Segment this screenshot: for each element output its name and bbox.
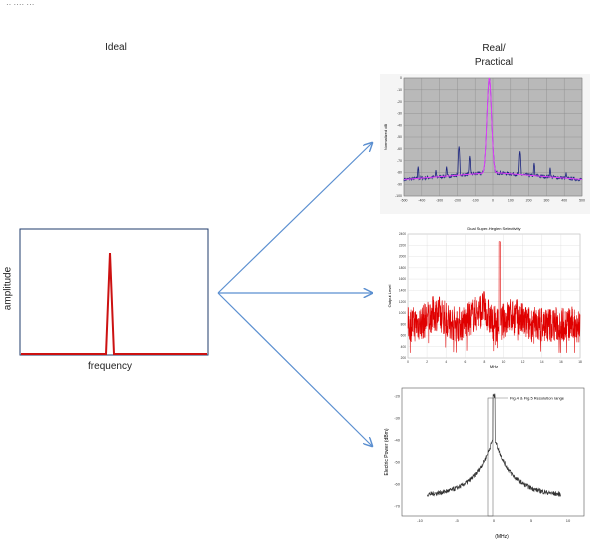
chart3-ytick-label: -20 [394,393,401,398]
chart3-ytick-label: -30 [394,415,401,420]
chart1-ytick-label: -10 [397,88,402,92]
chart1-svg: 0 -10 -20 -30 -40 -50 -60 -70 -80 -90 -100 -500 -40… [380,74,590,214]
chart2-xtick-label: 10 [502,360,506,364]
chart1-xtick-label: 400 [561,199,567,203]
chart3-resolution-box [487,397,494,517]
chart3-ytick-label: -50 [394,459,401,464]
chart2-trace [407,241,581,353]
chart3-ytick-label: -60 [394,481,401,486]
chart3-xtick-label: 10 [566,518,571,523]
chart2-xtick-label: 6 [464,360,466,364]
chart2: 2400 2200 2000 1800 1600 1400 1200 1000 800 600 40… [382,222,588,372]
chart1-xtick-label: 200 [526,199,532,203]
chart2-ytick-label: 800 [401,322,407,326]
ideal-header: Ideal [105,42,127,53]
ideal-plot-svg [19,228,209,356]
chart1-xtick-label: 100 [508,199,514,203]
chart1-xtick-label: -500 [400,199,407,203]
chart1-ytick-label: -70 [397,159,402,163]
chart2-xtick-label: 8 [484,360,486,364]
chart1-ytick-label: -40 [397,123,402,127]
arrow-to-chart3 [217,292,372,446]
chart2-ytick-label: 600 [401,334,407,338]
chart1-ytick-label: -80 [397,171,402,175]
chart1-ytick-label: 0 [400,76,402,80]
chart2-xtick-label: 12 [521,360,525,364]
chart2-ytick-label: 2000 [399,255,406,259]
chart1-ytick-label: -90 [397,182,402,186]
chart2-ytick-label: 2200 [399,243,406,247]
chart3-xlabel: (MHz) [495,534,509,540]
chart3-xtick-label: 5 [530,518,533,523]
chart2-ytick-label: 2400 [399,232,406,236]
chart3-xtick-label: -10 [417,518,424,523]
chart1-ytick-label: -100 [395,194,402,198]
corner-text: ·· ···· ··· [6,0,35,9]
chart2-xlabel: MHz [490,364,498,369]
chart2-xtick-label: 14 [540,360,544,364]
chart3-svg: -20-30-40-50-60-70 -10 -5 0 5 10 Fig.4 & Fig… [384,387,585,540]
chart2-xtick-label: 18 [578,360,582,364]
chart1-xtick-label: 0 [492,199,494,203]
chart3-trace [427,393,561,498]
chart1-xtick-label: -400 [418,199,425,203]
chart3-ytick-label: -70 [394,503,401,508]
chart2-ylabel: Output Level [387,285,392,308]
chart1-xtick-label: 300 [543,199,549,203]
chart3-ytick-label: -40 [394,437,401,442]
real-header-line1: Real/ [482,43,506,54]
chart1-xtick-label: -100 [472,199,479,203]
chart2-ytick-label: 1200 [399,300,406,304]
chart2-svg: 2400220020001800160014001200100080060040… [387,226,582,369]
ideal-plot-xlabel: frequency [88,361,132,372]
chart1-ytick-label: -60 [397,147,402,151]
chart2-ytick-label: 1000 [399,311,406,315]
chart2-ytick-label: 1400 [399,288,406,292]
chart1-ylabel: Normalized dB [383,124,388,151]
chart2-xtick-label: 16 [559,360,563,364]
chart1-xtick-label: -200 [454,199,461,203]
chart1-ytick-label: -30 [397,112,402,116]
chart1-trace-magenta [403,77,583,180]
chart1: 0 -10 -20 -30 -40 -50 -60 -70 -80 -90 -100 -500 -40… [380,74,590,214]
chart1-ytick-label: -50 [397,135,402,139]
chart2-title: Dual Super-Heglen Selectivity [467,226,520,231]
ideal-plot-trace [21,252,207,355]
chart3: -20 -30 -40 -50 -60 -70 -10 -5 0 5 10 Fig.4 & Fig… [380,384,592,544]
chart2-ytick-label: 200 [401,356,407,360]
chart3-xtick-label: -5 [455,518,459,523]
chart1-xtick-label: 500 [579,199,585,203]
chart1-ytick-label: -20 [397,100,402,104]
chart3-xtick-label: 0 [493,518,496,523]
chart2-ytick-label: 1800 [399,266,406,270]
chart2-xtick-label: 0 [407,360,409,364]
chart2-ytick-label: 1600 [399,277,406,281]
chart3-ylabel: Electric Power (dBm) [384,428,390,475]
arrow-to-chart1 [217,143,372,294]
ideal-plot: amplitude frequency [0,225,215,375]
chart2-ytick-label: 400 [401,345,407,349]
real-header-line2: Practical [474,57,514,68]
chart2-xtick-label: 2 [426,360,428,364]
chart1-xtick-label: -300 [436,199,443,203]
chart3-legend: Fig.4 & Fig.5 Resolution range [510,396,565,401]
chart2-xtick-label: 4 [445,360,447,364]
